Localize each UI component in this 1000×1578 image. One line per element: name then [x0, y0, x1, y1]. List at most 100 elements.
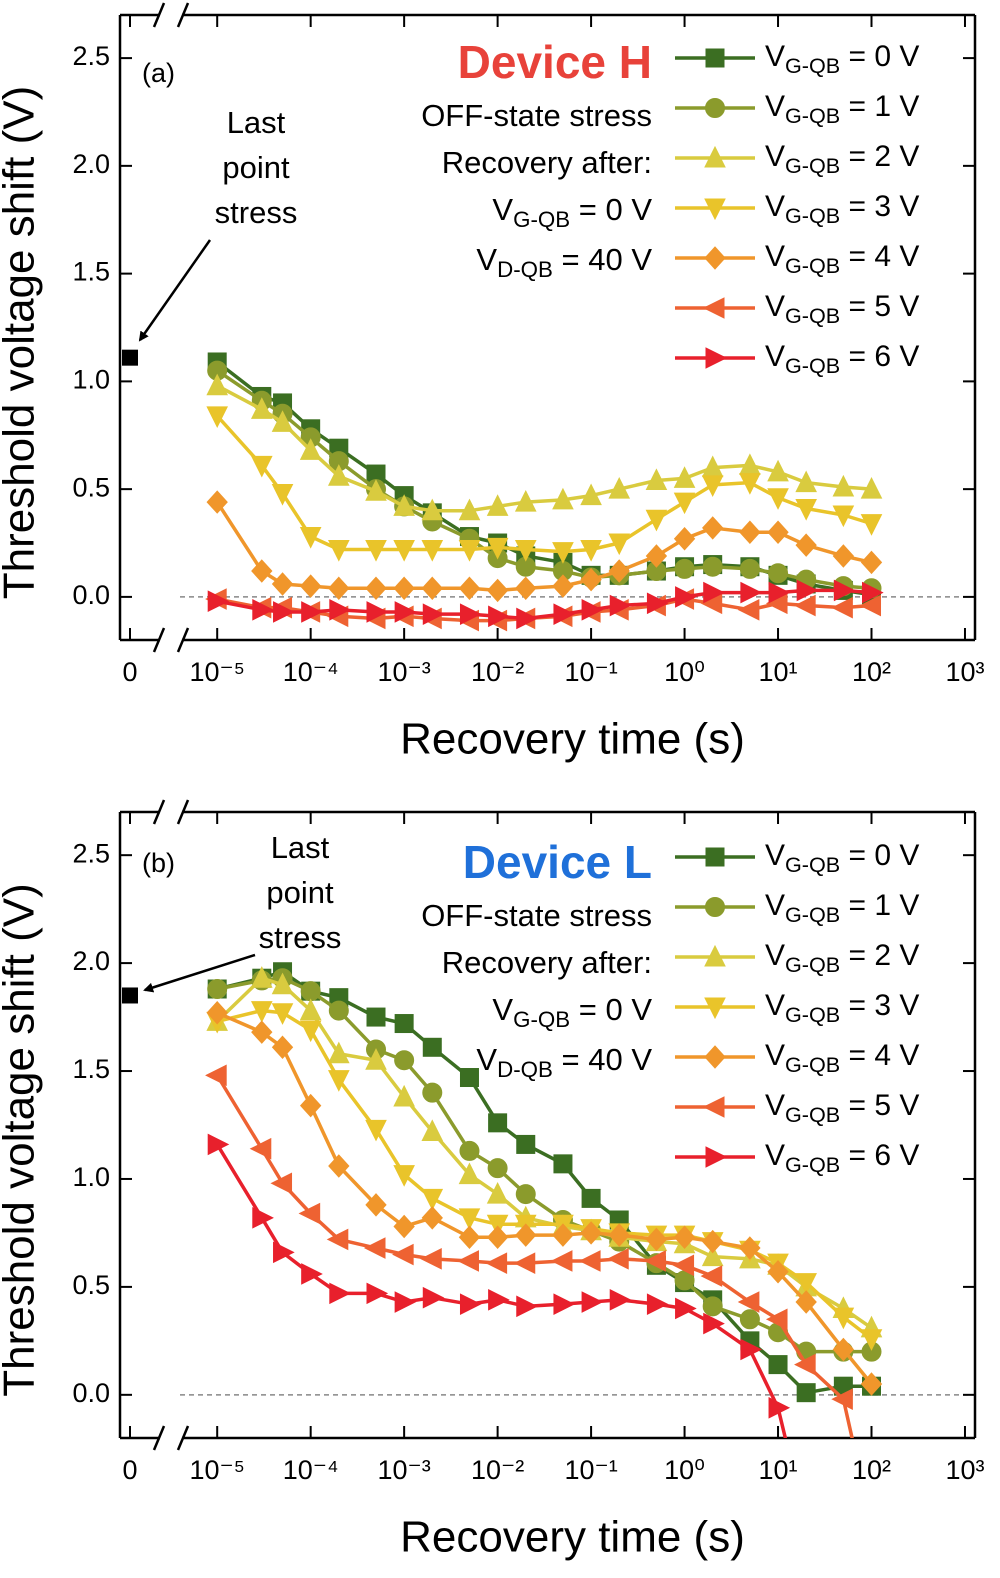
marker: [832, 505, 855, 528]
series-line: [216, 976, 872, 1354]
marker: [300, 981, 321, 1002]
marker: [207, 1133, 230, 1156]
marker: [553, 1293, 576, 1315]
legend-label: VG-QB = 3 V: [765, 989, 919, 1027]
marker: [250, 455, 273, 478]
marker: [702, 556, 723, 577]
marker: [206, 1001, 228, 1025]
marker: [366, 1007, 386, 1027]
marker: [608, 559, 630, 583]
y-tick-label: 0.0: [72, 580, 110, 610]
marker: [765, 1308, 788, 1331]
y-axis-label: Threshold voltage shift (V): [0, 883, 44, 1397]
marker: [832, 1337, 855, 1362]
marker: [271, 572, 294, 596]
condition: VG-QB = 0 V: [492, 992, 652, 1032]
marker: [299, 438, 322, 460]
marker: [794, 594, 816, 617]
legend-label: VG-QB = 6 V: [765, 340, 919, 378]
marker: [365, 479, 387, 501]
marker: [705, 347, 728, 369]
marker: [704, 1045, 726, 1069]
marker: [393, 576, 415, 601]
marker: [486, 1225, 509, 1249]
marker: [327, 1041, 350, 1064]
marker: [645, 468, 668, 491]
marker: [366, 1282, 389, 1305]
legend-label: VG-QB = 2 V: [765, 140, 919, 178]
marker: [422, 603, 445, 625]
marker: [516, 1295, 538, 1318]
marker: [861, 1514, 881, 1534]
marker: [675, 586, 697, 608]
marker: [516, 607, 538, 630]
marker: [767, 459, 789, 482]
legend-label: VG-QB = 4 V: [765, 1039, 919, 1077]
marker: [458, 1208, 481, 1230]
marker: [795, 470, 817, 493]
marker: [273, 1241, 295, 1264]
marker: [609, 594, 632, 617]
marker: [365, 576, 387, 601]
marker: [553, 603, 576, 625]
marker: [581, 1188, 601, 1208]
marker: [421, 498, 444, 521]
marker: [860, 1372, 883, 1396]
stress-label: stress: [259, 920, 342, 955]
axis-break: [176, 799, 190, 825]
marker: [832, 544, 855, 568]
marker: [608, 477, 631, 499]
marker: [705, 98, 725, 118]
series-line: [216, 369, 872, 591]
marker: [768, 1355, 788, 1375]
marker: [206, 490, 228, 514]
marker: [704, 944, 726, 967]
x-tick-label: 10³: [945, 657, 984, 687]
axis-break: [152, 627, 166, 653]
marker: [459, 1068, 479, 1088]
series-line: [215, 1074, 854, 1438]
marker: [739, 473, 761, 495]
marker: [252, 1207, 274, 1229]
annotation: Recovery after:: [442, 145, 652, 180]
marker: [860, 1329, 883, 1351]
marker: [488, 1113, 508, 1133]
marker: [365, 1048, 387, 1070]
marker: [422, 1037, 442, 1057]
x-tick-label: 10⁰: [664, 1455, 705, 1485]
marker: [581, 599, 604, 621]
x-tick-label: 0: [122, 657, 137, 687]
legend-label: VG-QB = 5 V: [765, 290, 919, 328]
marker: [516, 1134, 536, 1154]
marker: [795, 1273, 817, 1295]
marker: [794, 1353, 816, 1376]
plot-area: [205, 962, 883, 1534]
series-line: [216, 1008, 873, 1341]
x-axis-label: Recovery time (s): [400, 715, 745, 764]
marker: [250, 966, 273, 988]
marker: [702, 1296, 723, 1317]
x-tick-label: 10³: [945, 1455, 984, 1485]
y-tick-label: 1.5: [72, 257, 110, 287]
marker: [299, 1093, 322, 1118]
marker: [795, 1290, 817, 1314]
marker: [674, 558, 695, 579]
marker: [552, 574, 574, 598]
condition: VD-QB = 40 V: [476, 242, 652, 282]
series-line: [216, 384, 872, 513]
legend-label: VG-QB = 0 V: [765, 40, 919, 78]
marker: [831, 1388, 853, 1410]
marker: [578, 1250, 601, 1272]
marker: [205, 1064, 227, 1087]
condition: VD-QB = 40 V: [476, 1042, 652, 1082]
marker: [860, 477, 883, 499]
stress-label: Last: [271, 830, 330, 865]
marker: [795, 499, 817, 521]
marker: [421, 1206, 443, 1230]
marker: [459, 1140, 480, 1161]
legend-label: VG-QB = 1 V: [765, 889, 919, 927]
marker: [673, 526, 696, 551]
marker: [739, 520, 761, 544]
marker: [646, 592, 669, 615]
marker: [421, 1119, 444, 1141]
